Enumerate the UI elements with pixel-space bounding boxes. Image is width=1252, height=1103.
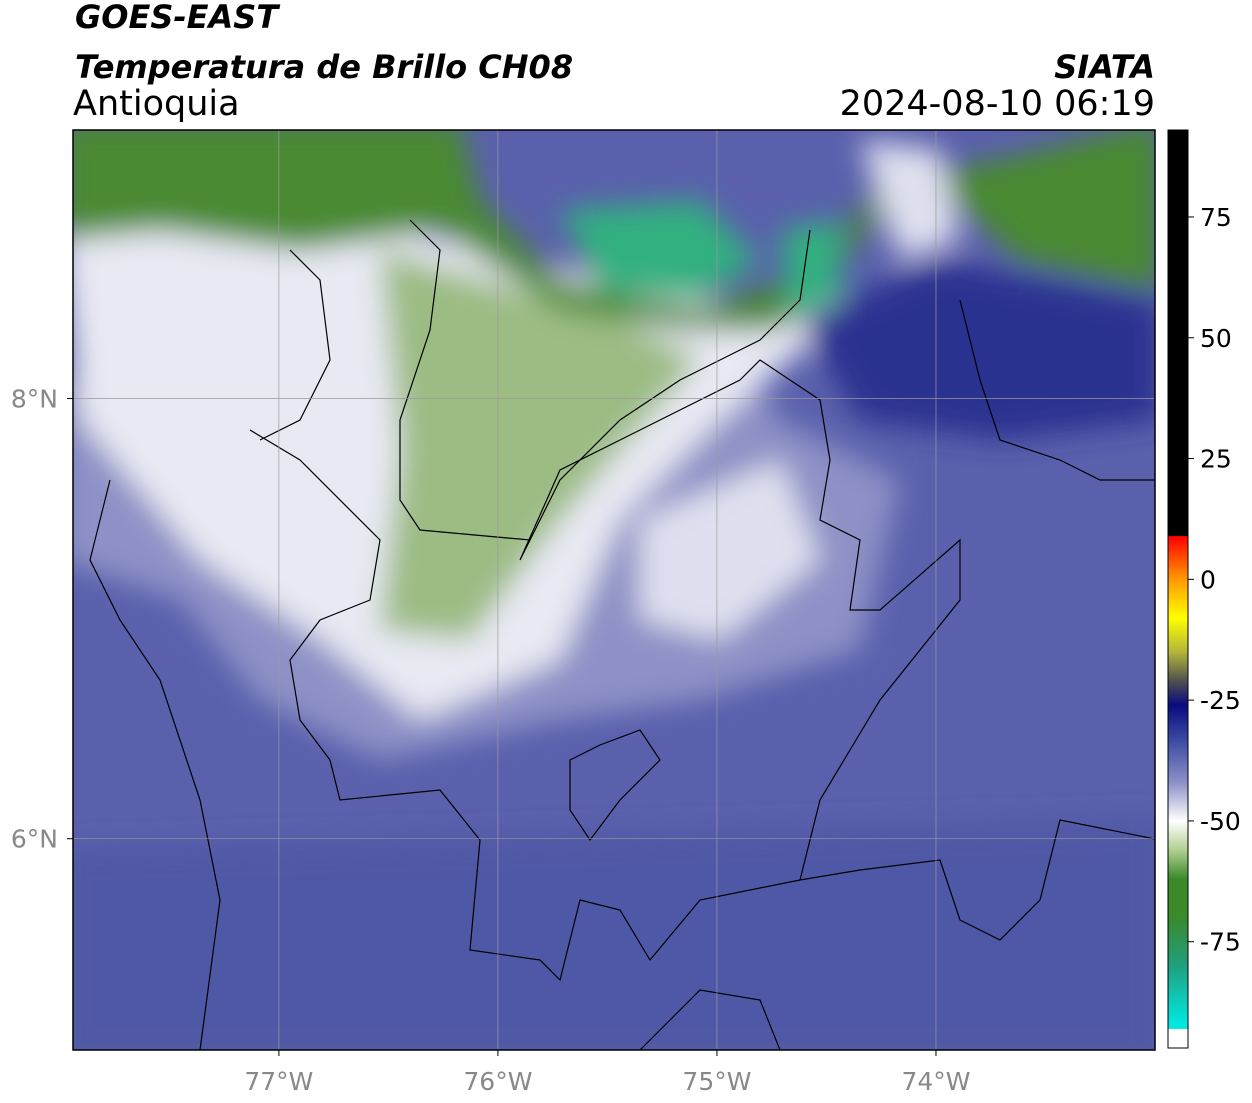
colorbar-tick-label: 25	[1200, 445, 1232, 474]
subtitle: Temperatura de Brillo CH08	[75, 48, 573, 86]
colorbar-tick-label: 50	[1200, 324, 1232, 353]
colorbar-tick-label: 0	[1200, 565, 1216, 594]
title: GOES-EAST	[75, 0, 280, 36]
colorbar-tick-label: -25	[1200, 686, 1241, 715]
colorbar	[1167, 129, 1189, 1049]
x-tick-label: 74°W	[901, 1067, 970, 1096]
source: SIATA	[1054, 48, 1155, 86]
borders	[89, 219, 1155, 1050]
map-frame	[72, 129, 1156, 1051]
x-tick-label: 77°W	[244, 1067, 313, 1096]
datetime: 2024-08-10 06:19	[840, 84, 1155, 124]
y-tick-label: 6°N	[11, 825, 58, 854]
region: Antioquia	[73, 84, 240, 124]
satellite-image	[73, 130, 1155, 1050]
x-tick-label: 76°W	[463, 1067, 532, 1096]
grid	[73, 130, 1155, 1050]
colorbar-tick-label: 75	[1200, 203, 1232, 232]
colorbar-tick-label: -75	[1200, 928, 1241, 957]
colorbar-tick-label: -50	[1200, 807, 1241, 836]
x-tick-label: 75°W	[682, 1067, 751, 1096]
y-tick-label: 8°N	[11, 385, 58, 414]
